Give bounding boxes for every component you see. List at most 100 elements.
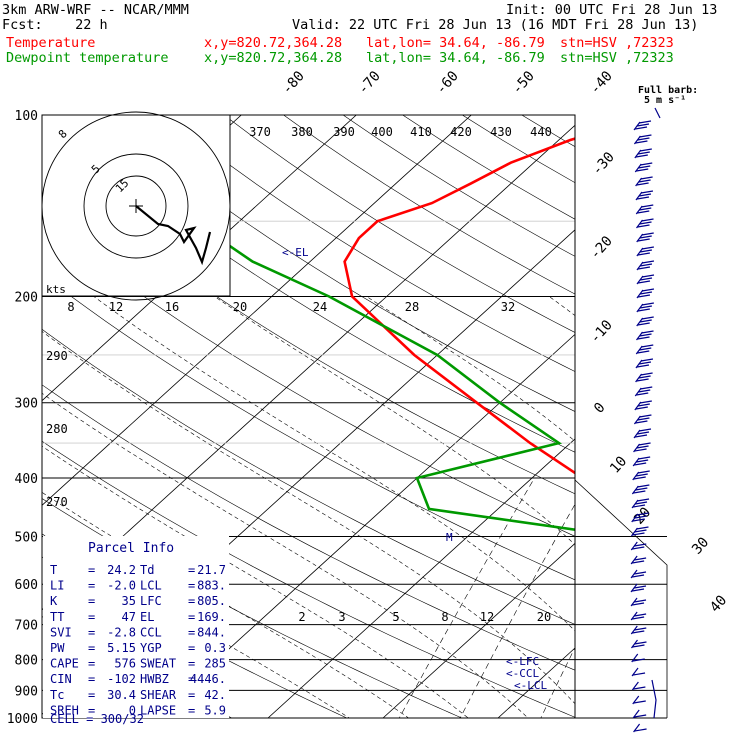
mixing-ratio-label: 8	[441, 610, 448, 624]
parcel-value: 5.15	[107, 641, 136, 655]
dry-adiabat-line	[402, 115, 575, 220]
pressure-label: 900	[15, 684, 38, 699]
pressure-label: 200	[15, 291, 38, 306]
wind-barb-flag	[631, 602, 645, 606]
mixing-ratio-label: 3	[338, 610, 345, 624]
wind-barb-flag	[636, 445, 649, 449]
theta-label: 440	[530, 125, 552, 139]
wind-barb-flag	[638, 361, 652, 365]
wind-barb-flag	[637, 403, 650, 407]
hodograph-axis-label: 16	[165, 300, 179, 314]
isotherm-line	[152, 333, 575, 718]
wind-barb-flag	[633, 571, 647, 575]
pressure-label: 400	[15, 472, 38, 487]
isotherm-label: -20	[587, 233, 616, 263]
wind-barb-flag	[634, 501, 648, 505]
wind-barb-flag	[641, 204, 654, 208]
isotherm-label: -30	[589, 149, 618, 179]
wind-barb-flag	[638, 389, 651, 393]
wind-barb-flag	[634, 529, 647, 533]
wind-barb-flag	[633, 700, 646, 704]
wind-barb-flag	[635, 154, 648, 158]
dry-adiabat-line	[42, 273, 575, 581]
dry-adiabat-line	[42, 384, 575, 671]
init-time: Init: 00 UTC Fri 28 Jun 13	[506, 2, 718, 18]
wind-barb-flag	[636, 196, 650, 200]
isotherm-label: -60	[433, 68, 462, 98]
wind-barb-flag	[633, 585, 647, 589]
hodograph-axis-label: 12	[109, 300, 123, 314]
extension-frame	[574, 479, 668, 718]
parcel-eq: =	[188, 563, 195, 577]
parcel-value: -2.8	[107, 625, 136, 639]
level-annotation-lcl: <-LCL	[514, 679, 547, 692]
wind-barb-flag	[631, 588, 645, 592]
wind-barb-flag	[639, 249, 652, 253]
parcel-info-title: Parcel Info	[88, 541, 174, 556]
parcel-key: TT	[50, 610, 64, 624]
temperature-station: stn=HSV ,72323	[560, 35, 674, 51]
parcel-key: CAPE	[50, 657, 79, 671]
isotherm-label: -50	[509, 68, 538, 98]
wind-barb-flag	[631, 574, 645, 578]
parcel-value: 285	[204, 657, 226, 671]
mixing-ratio-label: 5	[392, 610, 399, 624]
full-barb-units: 5 m s⁻¹	[644, 95, 686, 106]
isotherm-label: -10	[587, 317, 616, 347]
wind-barb-flag	[633, 476, 646, 480]
theta-low-label: 290	[46, 349, 68, 363]
wind-barb-flag	[632, 644, 645, 648]
parcel-value: 844.	[197, 625, 226, 639]
parcel-value: 805.	[197, 594, 226, 608]
dry-adiabat-line	[42, 165, 575, 495]
wind-barb-flag	[634, 641, 647, 645]
mixing-ratio-line	[398, 477, 535, 718]
parcel-key: HWBZ	[140, 672, 169, 686]
wind-barb-flag	[636, 392, 649, 396]
wind-barb-flag	[641, 274, 655, 278]
hodograph-ring	[83, 153, 189, 259]
wind-barb-flag	[634, 543, 647, 547]
hodograph-axis-label: 32	[501, 300, 515, 314]
wind-barb-flag	[637, 137, 650, 141]
moist-adiabat-line	[42, 331, 575, 705]
parcel-eq: =	[88, 672, 95, 686]
parcel-eq: =	[188, 672, 195, 686]
wind-barb-flag	[639, 400, 652, 404]
dry-adiabat-line	[164, 115, 575, 372]
wind-barb-flag	[641, 246, 654, 250]
parcel-key: LFC	[140, 594, 162, 608]
parcel-value: 576	[114, 657, 136, 671]
parcel-key: SWEAT	[140, 657, 176, 671]
mixing-ratio-label: 12	[480, 610, 494, 624]
forecast-hour: Fcst: 22 h	[2, 17, 108, 33]
mixing-ratio-line	[540, 646, 575, 718]
theta-label: 370	[249, 125, 271, 139]
wind-barb-flag	[637, 322, 650, 326]
isotherm-label: 20	[631, 504, 654, 527]
wind-barb-flag	[636, 364, 650, 368]
temperature-legend: Temperature	[6, 35, 96, 51]
hodograph-axis-label: 28	[405, 300, 419, 314]
valid-time: Valid: 22 UTC Fri 28 Jun 13 (16 MDT Fri …	[292, 17, 699, 33]
wind-barb-flag	[637, 350, 650, 354]
wind-barb-flag	[641, 260, 655, 264]
dry-adiabat-line	[521, 115, 575, 147]
full-barb-label: Full barb:	[638, 85, 698, 96]
parcel-value: 0.3	[204, 641, 226, 655]
temperature-latlon: lat,lon= 34.64, -86.79	[366, 35, 545, 51]
pressure-label: 300	[15, 397, 38, 412]
parcel-key: T	[50, 563, 57, 577]
wind-barb-flag	[641, 330, 654, 334]
level-marker: M	[446, 531, 453, 544]
dry-adiabat-line	[42, 328, 575, 625]
parcel-key: CIN	[50, 672, 72, 686]
wind-barb-flag	[639, 221, 652, 225]
wind-barb-flag	[634, 613, 647, 617]
parcel-key: Tc	[50, 688, 64, 702]
isotherm-label: 10	[607, 453, 630, 476]
dry-adiabat-line	[581, 115, 740, 731]
wind-barb-flag	[634, 434, 648, 438]
wind-barb-flag	[640, 190, 654, 194]
parcel-key: LI	[50, 579, 64, 593]
